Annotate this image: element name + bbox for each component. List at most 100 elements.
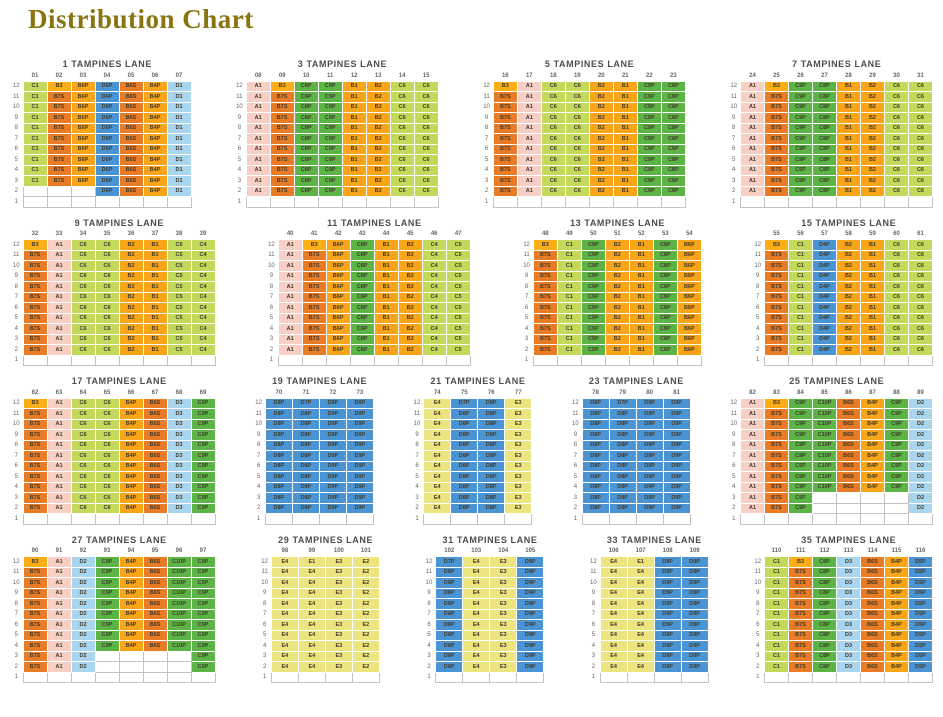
- unit-cell: A1: [46, 439, 72, 451]
- unit-cell: B2: [397, 291, 423, 303]
- floor-number: 2: [751, 661, 765, 672]
- floor-number: 5: [727, 154, 741, 165]
- stack-number: 73: [356, 389, 364, 396]
- unit-cell: C6: [413, 101, 439, 113]
- unit-cell: D4P: [811, 291, 837, 303]
- unit-cell: B6S: [142, 418, 168, 430]
- unit-cell: B7S: [764, 492, 789, 504]
- floor-row: 4 D8P E4 E3 D9P: [422, 640, 545, 652]
- unit-cell: C10P: [812, 408, 837, 420]
- unit-cell: B6P: [70, 154, 96, 166]
- empty-cell: [351, 671, 380, 683]
- unit-cell: C9P: [190, 556, 216, 568]
- corner-cell: [265, 229, 279, 240]
- unit-cell: C6: [389, 122, 415, 134]
- page-title: Distribution Chart: [28, 4, 254, 34]
- unit-cell: B2: [118, 260, 144, 272]
- unit-cell: B6S: [118, 143, 144, 155]
- unit-cell: B1: [373, 270, 399, 282]
- unit-cell: C9P: [580, 323, 606, 335]
- unit-cell: B7S: [763, 333, 789, 345]
- unit-cell: C4: [190, 333, 216, 345]
- unit-cell: E4: [599, 619, 628, 631]
- empty-cell: [588, 196, 614, 208]
- floor-row: 6 A1 B7S C9P C10P B6S B4P C9P D2: [727, 460, 933, 472]
- empty-cell: [166, 650, 192, 662]
- unit-cell: B2: [604, 249, 630, 261]
- block-25-tampines-lane: 25 TAMPINES LANE 82 83 84 85 86 87 88 89 12 A1 B3 C9…: [727, 376, 933, 525]
- unit-cell: B3: [788, 556, 813, 568]
- unit-cell: C10P: [166, 598, 192, 610]
- floor-row: 3 B7S C1 D4P B2 B1 C6 C6: [751, 333, 933, 345]
- unit-cell: B3: [269, 80, 295, 92]
- unit-cell: A1: [277, 302, 303, 314]
- unit-cell: B6P: [325, 239, 351, 251]
- floor-number: 7: [569, 450, 583, 461]
- empty-cell: [94, 513, 120, 525]
- unit-cell: B7S: [763, 281, 789, 293]
- unit-cell: C1: [22, 175, 48, 187]
- unit-cell: C8P: [811, 175, 837, 187]
- unit-cell: C1: [556, 249, 582, 261]
- floor-number: 1: [265, 355, 279, 366]
- unit-cell: B1: [373, 302, 399, 314]
- unit-cell: B1: [835, 143, 861, 155]
- floor-row: 3 B7S A1 C6 C6 B2 B1 C9P C8P: [480, 175, 686, 187]
- floor-number: 2: [10, 344, 23, 355]
- unit-cell: B6S: [836, 397, 861, 409]
- unit-cell: A1: [277, 344, 303, 356]
- empty-cell: [564, 196, 590, 208]
- floor-row: 3 B7S A1 C6 C6 B4P B6S D3 C9P: [10, 492, 216, 504]
- unit-cell: E4: [270, 598, 299, 610]
- unit-cell: D8P: [581, 397, 610, 409]
- empty-cell: [787, 196, 813, 208]
- floor-number: 11: [10, 91, 23, 102]
- floor-row: 9 A1 B7S C9P C8P B1 B2 C6 C6: [727, 112, 933, 124]
- floor-number: 7: [265, 292, 279, 303]
- unit-cell: D3: [836, 650, 861, 662]
- unit-cell: B2: [588, 185, 614, 197]
- floor-row: 7 D8P E4 E3 D9P: [422, 608, 545, 620]
- unit-cell: C6: [907, 260, 933, 272]
- unit-cell: A1: [740, 481, 765, 493]
- corner-cell: [587, 546, 601, 557]
- empty-cell: [70, 354, 96, 366]
- unit-cell: D3: [166, 471, 192, 483]
- floor-number: 8: [410, 440, 424, 451]
- unit-cell: D6P: [94, 143, 120, 155]
- unit-cell: B1: [341, 175, 367, 187]
- unit-cell: B7S: [532, 323, 558, 335]
- unit-cell: D1: [166, 185, 192, 197]
- floor-row: 9 A1 B7S B6P C8P B1 B2 C4 C5: [265, 270, 471, 282]
- unit-cell: C9P: [788, 439, 813, 451]
- unit-cell: B6S: [118, 164, 144, 176]
- unit-cell: C6: [94, 408, 120, 420]
- unit-cell: D2: [70, 661, 96, 673]
- empty-cell: [860, 671, 885, 683]
- unit-cell: C6: [70, 239, 96, 251]
- block-33-tampines-lane: 33 TAMPINES LANE 106 107 108 109 12 E4 E1 D9P D9P…: [587, 535, 709, 684]
- floor-number: 11: [422, 567, 436, 578]
- unit-cell: C6: [70, 281, 96, 293]
- unit-cell: D2: [908, 439, 933, 451]
- unit-cell: B6S: [860, 577, 885, 589]
- floor-row: 4 C1 B7S B6P D6P B6S B4P D1: [10, 164, 192, 176]
- floor-row: 6 A1 B7S C8P C9P B1 B2 C6 C6: [233, 143, 439, 155]
- floor-row: 9 D8P D8P D9P D9P: [252, 429, 374, 441]
- unit-cell: B2: [859, 175, 885, 187]
- unit-cell: B2: [118, 239, 144, 251]
- unit-cell: C5: [445, 239, 471, 251]
- floor-row: 12 D7P E4 E3 D9P: [422, 556, 545, 568]
- unit-cell: E4: [462, 640, 491, 652]
- floor-number: 7: [252, 450, 266, 461]
- stack-number: 69: [199, 389, 207, 396]
- unit-cell: B7S: [22, 344, 48, 356]
- empty-cell: [599, 671, 628, 683]
- unit-cell: E3: [324, 629, 353, 641]
- stack-number: 05: [127, 72, 135, 79]
- unit-cell: B3: [763, 80, 789, 92]
- unit-cell: E2: [351, 598, 380, 610]
- unit-cell: D4P: [811, 281, 837, 293]
- unit-cell: B2: [859, 143, 885, 155]
- unit-cell: B6S: [860, 587, 885, 599]
